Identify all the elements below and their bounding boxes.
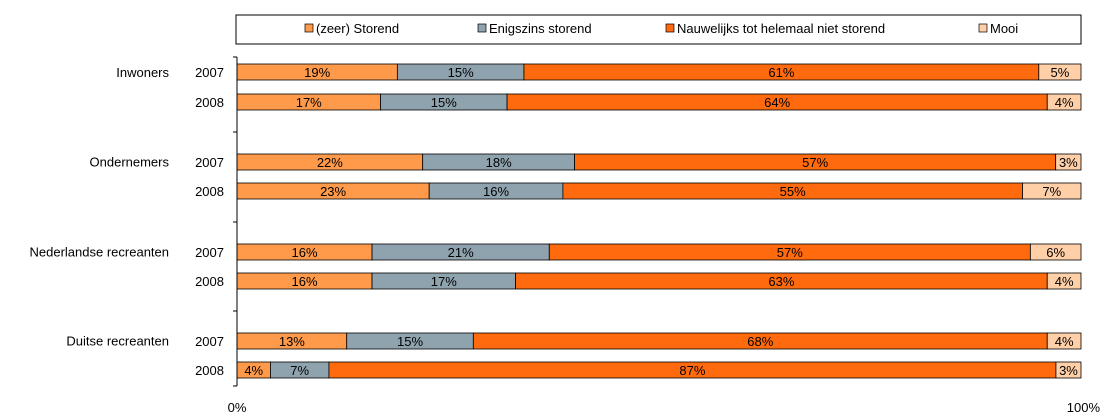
x-tick-label-100: 100% <box>1067 400 1101 415</box>
data-label-inwoners-2008-nauwelijks-tot-helemaal-niet-storend: 64% <box>764 95 790 110</box>
data-label-ondernemers-2008-zeer-storend: 23% <box>320 184 346 199</box>
group-label-nederlandse-recreanten: Nederlandse recreanten <box>30 245 169 260</box>
data-label-duitse-recreanten-2008-mooi: 3% <box>1059 363 1078 378</box>
legend-swatch-mooi <box>978 23 988 33</box>
year-label-nederlandse-recreanten-2007: 2007 <box>195 245 224 260</box>
bar-duitse-recreanten-2007-mooi <box>1046 332 1082 350</box>
bar-inwoners-2008-mooi <box>1046 93 1082 111</box>
data-label-nederlandse-recreanten-2007-mooi: 6% <box>1046 245 1065 260</box>
data-label-duitse-recreanten-2007-enigszins-storend: 15% <box>397 334 423 349</box>
bar-nederlandse-recreanten-2008-mooi <box>1046 272 1082 290</box>
group-label-ondernemers: Ondernemers <box>90 155 170 170</box>
data-label-ondernemers-2008-enigszins-storend: 16% <box>483 184 509 199</box>
data-label-inwoners-2008-zeer-storend: 17% <box>296 95 322 110</box>
data-label-nederlandse-recreanten-2008-nauwelijks-tot-helemaal-niet-storend: 63% <box>768 274 794 289</box>
year-label-duitse-recreanten-2008: 2008 <box>195 363 224 378</box>
data-label-ondernemers-2007-zeer-storend: 22% <box>317 155 343 170</box>
legend: (zeer) Storend Enigszins storend Nauwelijk… <box>235 14 1082 45</box>
data-label-inwoners-2008-enigszins-storend: 15% <box>431 95 457 110</box>
year-label-duitse-recreanten-2007: 2007 <box>195 334 224 349</box>
data-label-nederlandse-recreanten-2008-zeer-storend: 16% <box>292 274 318 289</box>
legend-swatch-enigszins-storend <box>477 23 487 33</box>
legend-swatch-nauwelijks-tot-helemaal-niet-storend <box>665 23 675 33</box>
legend-label-mooi: Mooi <box>990 21 1018 36</box>
data-label-inwoners-2008-mooi: 4% <box>1055 95 1074 110</box>
group-label-inwoners: Inwoners <box>116 65 169 80</box>
legend-swatch-zeer-storend <box>304 23 314 33</box>
data-label-duitse-recreanten-2008-enigszins-storend: 7% <box>290 363 309 378</box>
labels: Inwoners Ondernemers Nederlandse recreante… <box>30 65 224 378</box>
data-label-ondernemers-2007-nauwelijks-tot-helemaal-niet-storend: 57% <box>802 155 828 170</box>
legend-box <box>235 14 1082 45</box>
data-label-nederlandse-recreanten-2007-enigszins-storend: 21% <box>448 245 474 260</box>
data-label-duitse-recreanten-2008-nauwelijks-tot-helemaal-niet-storend: 87% <box>679 363 705 378</box>
year-label-nederlandse-recreanten-2008: 2008 <box>195 274 224 289</box>
data-label-inwoners-2007-zeer-storend: 19% <box>304 65 330 80</box>
data-label-inwoners-2007-mooi: 5% <box>1051 65 1070 80</box>
bar-inwoners-2007-mooi <box>1038 63 1082 81</box>
data-label-ondernemers-2007-mooi: 3% <box>1059 155 1078 170</box>
data-label-inwoners-2007-enigszins-storend: 15% <box>448 65 474 80</box>
bar-ondernemers-2007-mooi <box>1055 153 1082 171</box>
bar-nederlandse-recreanten-2007-mooi <box>1029 243 1082 261</box>
year-label-inwoners-2008: 2008 <box>195 95 224 110</box>
data-label-ondernemers-2008-nauwelijks-tot-helemaal-niet-storend: 55% <box>780 184 806 199</box>
data-label-nederlandse-recreanten-2008-enigszins-storend: 17% <box>431 274 457 289</box>
legend-label-nauwelijks-tot-helemaal-niet-storend: Nauwelijks tot helemaal niet storend <box>677 21 885 36</box>
data-label-duitse-recreanten-2007-nauwelijks-tot-helemaal-niet-storend: 68% <box>747 334 773 349</box>
bars: 19% 15% 61% 5% 17% 15% 64% 4% 22% 18% 57% 3% 23% 16% 5… <box>236 63 1082 379</box>
bar-duitse-recreanten-2008-mooi <box>1055 361 1082 379</box>
year-label-ondernemers-2008: 2008 <box>195 184 224 199</box>
x-axis: 0% 100% <box>228 56 1101 415</box>
bar-ondernemers-2008-mooi <box>1022 182 1082 200</box>
year-label-inwoners-2007: 2007 <box>195 65 224 80</box>
data-label-inwoners-2007-nauwelijks-tot-helemaal-niet-storend: 61% <box>768 65 794 80</box>
data-label-nederlandse-recreanten-2007-nauwelijks-tot-helemaal-niet-storend: 57% <box>777 245 803 260</box>
group-label-duitse-recreanten: Duitse recreanten <box>66 334 169 349</box>
legend-label-zeer-storend: (zeer) Storend <box>316 21 399 36</box>
x-tick-label-0: 0% <box>228 400 247 415</box>
data-label-nederlandse-recreanten-2007-zeer-storend: 16% <box>292 245 318 260</box>
legend-label-enigszins-storend: Enigszins storend <box>489 21 592 36</box>
data-label-ondernemers-2008-mooi: 7% <box>1042 184 1061 199</box>
data-label-duitse-recreanten-2007-zeer-storend: 13% <box>279 334 305 349</box>
data-label-ondernemers-2007-enigszins-storend: 18% <box>486 155 512 170</box>
data-label-duitse-recreanten-2008-zeer-storend: 4% <box>244 363 263 378</box>
year-label-ondernemers-2007: 2007 <box>195 155 224 170</box>
data-label-duitse-recreanten-2007-mooi: 4% <box>1055 334 1074 349</box>
data-label-nederlandse-recreanten-2008-mooi: 4% <box>1055 274 1074 289</box>
